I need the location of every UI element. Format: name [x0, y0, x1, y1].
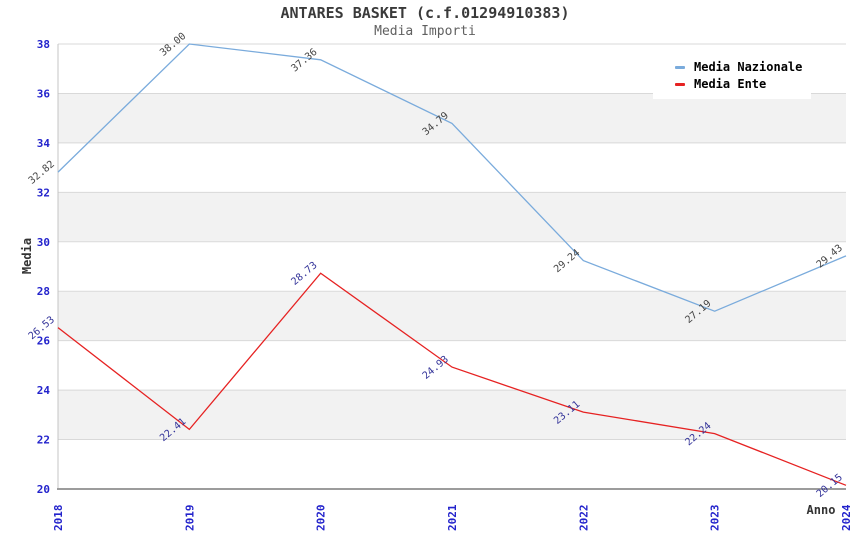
data-point-label: 32.82 [27, 159, 57, 187]
chart-title: ANTARES BASKET (c.f.01294910383) [280, 4, 570, 22]
y-tick-label: 20 [37, 483, 50, 496]
y-tick-label: 28 [37, 285, 50, 298]
y-tick-label: 24 [37, 384, 51, 397]
chart-subtitle: Media Importi [374, 24, 476, 39]
y-tick-label: 26 [37, 335, 51, 348]
y-axis-title: Media [20, 238, 34, 274]
x-axis-title: Anno [807, 503, 836, 517]
series-line-media-ente [57, 272, 847, 486]
plot-band [58, 291, 846, 341]
data-point-label: 29.43 [815, 243, 845, 271]
y-tick-label: 30 [37, 236, 50, 249]
plot-band [58, 192, 846, 242]
data-point-label: 38.00 [158, 31, 188, 59]
y-tick-label: 32 [37, 186, 50, 199]
series-line-media-nazionale [57, 43, 847, 312]
y-tick-label: 22 [37, 434, 50, 447]
y-tick-label: 38 [37, 38, 50, 51]
data-point-label: 37.36 [289, 47, 319, 75]
x-tick-label: 2021 [446, 504, 459, 531]
y-tick-label: 34 [37, 137, 51, 150]
data-point-label: 28.73 [289, 260, 319, 288]
data-point-label: 20.15 [815, 472, 845, 500]
legend-swatch-icon [675, 65, 685, 69]
legend-item-media-nazionale: Media Nazionale [675, 60, 811, 74]
legend-item-label: Media Nazionale [694, 60, 803, 74]
x-tick-label: 2019 [183, 505, 196, 532]
x-tick-label: 2023 [709, 505, 722, 532]
x-tick-label: 2018 [52, 505, 65, 532]
legend-item-label: Media Ente [694, 77, 767, 91]
x-tick-label: 2024 [840, 504, 850, 531]
y-tick-label: 36 [37, 87, 51, 100]
legend-swatch-icon [675, 82, 685, 86]
legend-item-media-ente: Media Ente [675, 77, 811, 91]
data-point-label: 24.93 [421, 354, 451, 382]
x-tick-label: 2020 [315, 505, 328, 532]
legend: Media Nazionale Media Ente [653, 53, 811, 99]
data-point-label: 29.24 [552, 247, 582, 275]
plot-band [58, 390, 846, 440]
plot-band [58, 93, 846, 143]
x-tick-label: 2022 [577, 505, 590, 532]
